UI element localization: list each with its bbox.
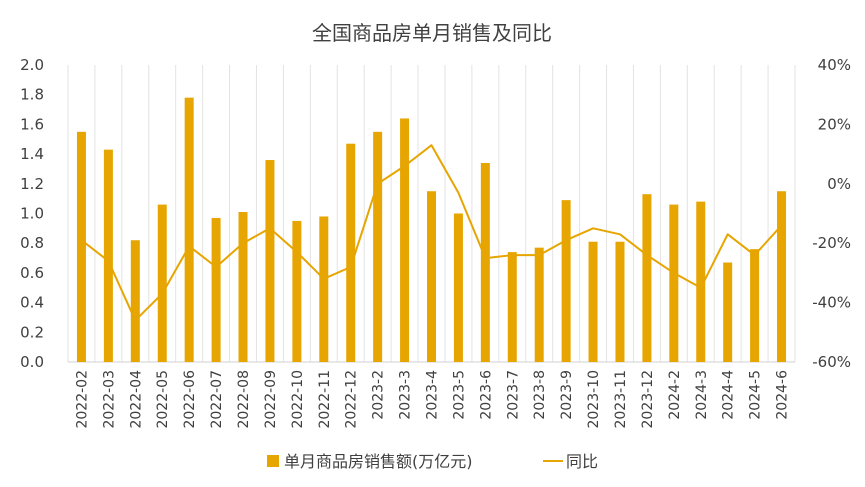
left-tick-label: 1.2 [20,175,44,193]
left-tick-label: 1.6 [20,115,44,133]
x-tick-label: 2024-2 [667,370,683,420]
x-tick-label: 2023-2 [371,370,387,420]
bar [103,149,113,362]
bar [211,217,221,362]
bar [588,241,598,362]
left-tick-label: 0.4 [20,294,44,312]
yoy-line [80,144,783,322]
left-tick-label: 1.8 [20,86,44,104]
x-tick-label: 2022-04 [128,370,144,429]
bar [777,191,787,362]
x-tick-label: 2022-02 [74,370,90,429]
x-tick-label: 2023-3 [398,370,414,420]
x-tick-label: 2023-4 [425,370,441,420]
bar [319,216,329,362]
bar [184,97,194,363]
left-tick-label: 2.0 [20,56,44,74]
x-tick-label: 2023-12 [640,370,656,429]
left-tick-label: 0.8 [20,234,44,252]
left-tick-label: 1.4 [20,145,44,163]
bar [453,213,463,362]
legend-bar-swatch [267,455,279,467]
legend: 单月商品房销售额(万亿元) 同比 [267,452,598,471]
x-tick-label: 2023-5 [451,370,467,420]
x-tick-label: 2022-11 [317,370,333,429]
x-tick-label: 2022-08 [236,370,252,429]
right-tick-label: 20% [818,115,851,133]
x-tick-label: 2022-03 [101,370,117,429]
right-tick-label: 0% [827,175,851,193]
right-axis: -60% -40% -20% 0% 20% 40% [812,56,851,371]
legend-line-label: 同比 [566,452,598,471]
bar [400,118,410,363]
bar [480,163,490,362]
left-tick-label: 0.6 [20,264,44,282]
bar [130,240,140,362]
x-axis: 2022-02 2022-03 2022-04 2022-05 2022-06 2022-… [74,370,790,429]
bar [669,204,679,362]
chart-title: 全国商品房单月销售及同比 [312,21,552,45]
x-tick-label: 2023-7 [505,370,521,420]
left-axis: 0.0 0.2 0.4 0.6 0.8 1.0 1.2 1.4 1.6 1.8 2.0 [20,56,44,371]
bar [292,220,302,362]
x-tick-label: 2024-5 [748,370,764,420]
x-tick-label: 2023-11 [613,370,629,429]
right-tick-label: -60% [812,353,851,371]
bar [427,191,436,362]
bar-series [76,97,787,363]
x-tick-label: 2022-07 [209,370,225,429]
x-tick-label: 2024-3 [694,370,710,420]
x-tick-label: 2022-12 [344,370,360,429]
x-tick-label: 2023-9 [559,370,575,420]
right-tick-label: -20% [812,234,851,252]
bar [615,241,625,362]
bar [265,160,275,362]
bar [561,200,571,362]
x-tick-label: 2022-06 [182,370,198,429]
left-tick-label: 0.2 [20,323,44,341]
bar [696,201,706,362]
x-tick-label: 2023-6 [478,370,494,420]
left-tick-label: 0.0 [20,353,44,371]
bar [373,131,383,362]
x-tick-label: 2022-10 [290,370,306,429]
x-tick-label: 2022-05 [155,370,171,429]
x-tick-label: 2024-6 [775,370,791,420]
x-tick-label: 2022-09 [263,370,279,429]
bar [507,252,517,362]
bar [157,204,167,362]
x-tick-label: 2023-8 [532,370,548,420]
bar [534,247,544,362]
left-tick-label: 1.0 [20,205,44,223]
line-series [80,144,783,322]
right-tick-label: 40% [818,56,851,74]
legend-bar-label: 单月商品房销售额(万亿元) [284,452,473,471]
bar [346,143,356,362]
bar [642,194,652,362]
bar [76,131,86,362]
bar [723,262,733,362]
x-tick-label: 2023-10 [586,370,602,429]
bar [750,249,760,362]
bar [238,212,248,362]
right-tick-label: -40% [812,294,851,312]
x-tick-label: 2024-4 [721,370,737,420]
